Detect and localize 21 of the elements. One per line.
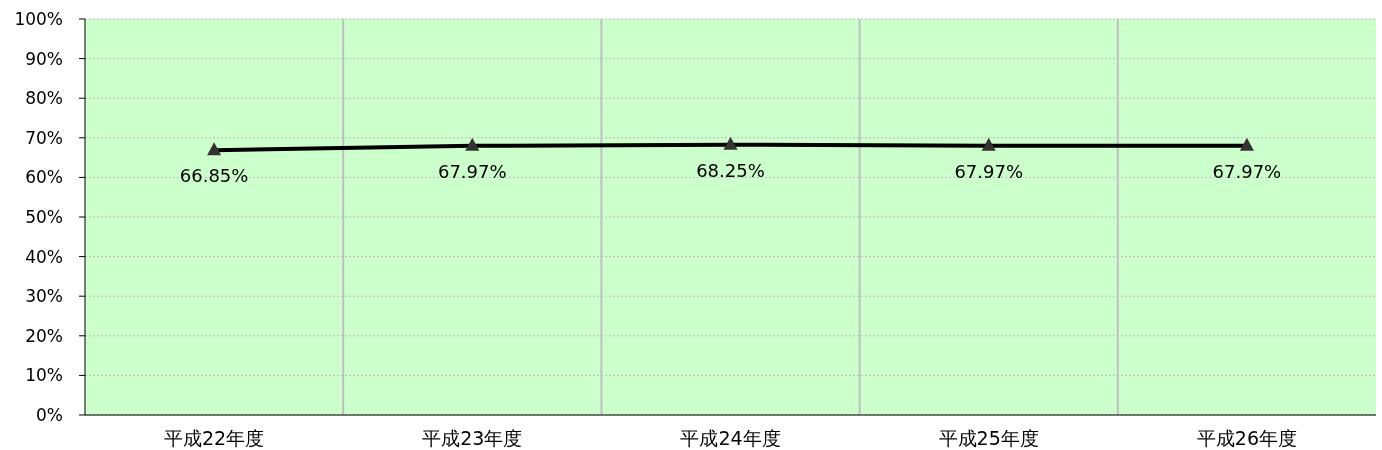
data-label: 66.85% xyxy=(179,165,249,187)
y-tick-label: 30% xyxy=(25,286,63,307)
x-tick-label: 平成26年度 xyxy=(1196,427,1297,449)
y-tick-label: 10% xyxy=(25,365,63,386)
x-tick-label: 平成23年度 xyxy=(422,427,523,449)
y-tick-label: 80% xyxy=(25,88,63,109)
y-tick-label: 60% xyxy=(25,167,63,188)
data-label: 68.25% xyxy=(696,159,765,181)
y-tick-label: 50% xyxy=(25,207,63,227)
data-label: 67.97% xyxy=(437,160,507,182)
y-tick-label: 100% xyxy=(14,9,63,29)
data-label: 67.97% xyxy=(1212,160,1282,182)
y-tick-label: 40% xyxy=(25,246,63,267)
y-tick-label: 70% xyxy=(25,127,63,148)
y-tick-label: 20% xyxy=(25,325,63,346)
x-tick-label: 平成25年度 xyxy=(938,427,1039,449)
x-tick-label: 平成24年度 xyxy=(680,427,781,449)
data-label: 67.97% xyxy=(954,160,1024,182)
x-tick-label: 平成22年度 xyxy=(164,427,265,449)
y-tick-label: 0% xyxy=(36,405,63,425)
y-tick-label: 90% xyxy=(25,48,63,69)
